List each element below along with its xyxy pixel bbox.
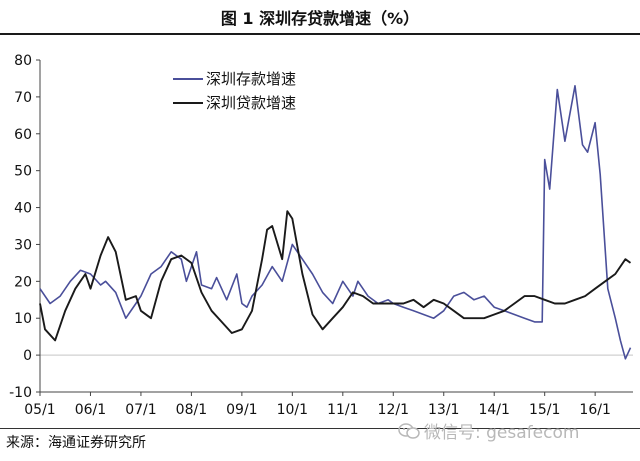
footer-rule <box>0 428 640 429</box>
x-tick-label: 06/1 <box>75 402 106 418</box>
y-tick-label: -10 <box>9 385 32 401</box>
x-tick-label: 07/1 <box>125 402 156 418</box>
y-tick-label: 10 <box>14 311 32 327</box>
x-tick-label: 05/1 <box>24 402 55 418</box>
x-tick-label: 08/1 <box>176 402 207 418</box>
x-tick-label: 14/1 <box>478 402 509 418</box>
watermark: 微信号: gesafecom <box>398 418 579 443</box>
y-tick-label: 60 <box>14 127 32 143</box>
chart-axes: -10 0 10 20 30 40 50 60 70 80 05/1 06/1 07/1 08/1 09/1… <box>9 53 633 418</box>
source-note: 来源：海通证券研究所 <box>6 435 146 451</box>
y-tick-label: 30 <box>14 237 32 253</box>
line-chart: -10 0 10 20 30 40 50 60 70 80 05/1 06/1 07/1 08/1 09/1… <box>9 53 633 418</box>
x-tick-label: 11/1 <box>327 402 358 418</box>
x-tick-label: 10/1 <box>277 402 308 418</box>
x-tick-label: 15/1 <box>529 402 560 418</box>
x-tick-label: 09/1 <box>226 402 257 418</box>
y-tick-label: 80 <box>14 53 32 69</box>
x-tick-label: 12/1 <box>378 402 409 418</box>
y-tick-label: 70 <box>14 90 32 106</box>
x-tick-label: 13/1 <box>428 402 459 418</box>
y-tick-label: 0 <box>23 348 32 364</box>
y-tick-label: 50 <box>14 164 32 180</box>
legend-label-deposit: 深圳存款增速 <box>206 70 296 88</box>
deposit-growth-line <box>39 85 632 360</box>
chart-series <box>39 85 632 360</box>
chart-title: 图 1 深圳存贷款增速（%） <box>220 9 420 28</box>
legend-label-loan: 深圳贷款增速 <box>206 94 296 112</box>
x-tick-label: 16/1 <box>579 402 610 418</box>
watermark-text: 微信号: gesafecom <box>424 423 580 443</box>
y-tick-label: 40 <box>14 201 32 217</box>
loan-growth-line <box>39 210 632 342</box>
title-underline <box>0 33 640 35</box>
y-tick-label: 20 <box>14 274 32 290</box>
wechat-icon <box>398 422 420 439</box>
